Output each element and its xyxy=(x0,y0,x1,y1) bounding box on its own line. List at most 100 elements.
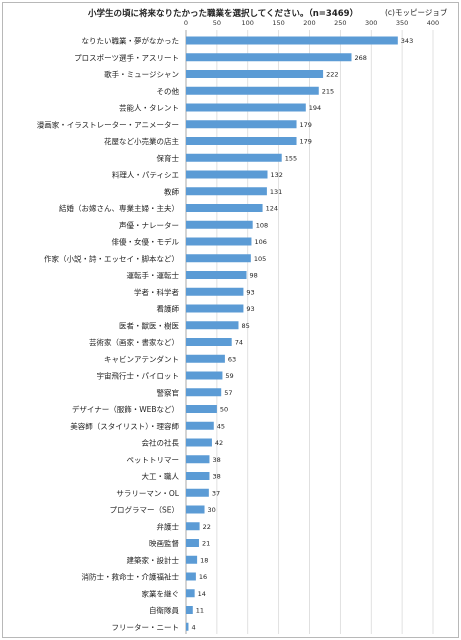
category-label: なりたい職業・夢がなかった xyxy=(82,36,180,46)
bar xyxy=(186,388,222,397)
bar xyxy=(186,153,282,162)
category-label: フリーター・ニート xyxy=(112,623,180,632)
bar xyxy=(186,438,212,447)
category-label: ペットトリマー xyxy=(127,455,180,464)
bar xyxy=(186,622,189,631)
category-label: 建築家・設計士 xyxy=(127,555,180,565)
bar xyxy=(186,187,267,196)
bar-value-label: 42 xyxy=(215,439,223,447)
bar xyxy=(186,304,244,313)
bar xyxy=(186,120,297,129)
bar xyxy=(186,137,297,145)
bar xyxy=(186,338,232,346)
bar-value-label: 194 xyxy=(309,104,321,112)
category-label: 学者・科学者 xyxy=(134,287,179,297)
bar xyxy=(186,472,210,480)
category-label: 俳優・女優・モデル xyxy=(112,237,180,247)
category-label: 運転手・運転士 xyxy=(127,270,180,280)
bar-value-label: 37 xyxy=(212,489,220,497)
bar-value-label: 63 xyxy=(228,355,236,363)
x-tick-label: 350 xyxy=(396,19,408,27)
bar-value-label: 124 xyxy=(266,205,278,213)
bar-value-label: 57 xyxy=(224,389,232,397)
bar xyxy=(186,220,253,229)
chart-title: 小学生の頃に将来なりたかった職業を選択してください。（n=3469） xyxy=(88,9,359,19)
bar-value-label: 98 xyxy=(250,272,258,280)
category-label: 教師 xyxy=(164,186,179,196)
category-label: 芸術家（画家・書家など） xyxy=(89,337,179,347)
bar-value-label: 45 xyxy=(217,422,225,430)
bar xyxy=(186,254,251,263)
bar xyxy=(186,103,306,112)
bar-value-label: 343 xyxy=(401,37,413,45)
bar xyxy=(186,572,196,581)
bar xyxy=(186,555,198,564)
bar xyxy=(186,354,225,363)
bar-value-label: 38 xyxy=(212,456,220,464)
bar xyxy=(186,86,319,95)
bar-value-label: 38 xyxy=(212,473,220,481)
bar-value-label: 155 xyxy=(285,154,297,162)
bar xyxy=(186,271,247,279)
category-label: 看護師 xyxy=(157,304,180,314)
copyright-credit: (c)モッピージョブ xyxy=(385,8,448,17)
category-label: 弁護士 xyxy=(157,521,180,531)
bar xyxy=(186,455,210,464)
bar-value-label: 215 xyxy=(322,87,334,95)
bar-value-label: 11 xyxy=(196,607,204,615)
x-tick-label: 100 xyxy=(242,19,254,27)
bar xyxy=(186,53,352,62)
bar-value-label: 16 xyxy=(199,573,207,581)
category-label: 宇宙飛行士・パイロット xyxy=(97,371,180,381)
bar xyxy=(186,522,200,531)
bar-value-label: 108 xyxy=(256,221,268,229)
bar xyxy=(186,488,209,497)
bar-value-label: 105 xyxy=(254,255,266,263)
bar xyxy=(186,70,324,78)
x-tick-label: 150 xyxy=(272,19,284,27)
bar xyxy=(186,237,252,246)
bar xyxy=(186,606,193,614)
bar-value-label: 4 xyxy=(191,623,195,631)
bar-value-label: 85 xyxy=(241,322,249,330)
bar-value-label: 22 xyxy=(203,523,211,531)
bar-value-label: 21 xyxy=(202,540,210,548)
bar-value-label: 93 xyxy=(246,288,254,296)
bar-value-label: 106 xyxy=(254,238,266,246)
bar xyxy=(186,321,239,330)
category-label: 花屋など小売業の店主 xyxy=(104,136,179,146)
x-tick-label: 50 xyxy=(213,19,221,27)
category-label: 大工・職人 xyxy=(142,471,180,481)
x-tick-label: 200 xyxy=(303,19,315,27)
category-label: 映画監督 xyxy=(149,538,179,548)
bar xyxy=(186,204,263,212)
bar xyxy=(186,36,398,45)
bar xyxy=(186,539,199,547)
category-label: 会社の社長 xyxy=(142,438,180,448)
category-label: 自衛隊員 xyxy=(149,605,179,615)
category-label: キャビンアテンダント xyxy=(104,354,179,364)
category-label: 芸能人・タレント xyxy=(119,103,179,113)
category-label: 保育士 xyxy=(157,153,180,163)
bar-value-label: 132 xyxy=(271,171,283,179)
x-tick-label: 0 xyxy=(184,19,188,27)
category-label: サラリーマン・OL xyxy=(116,489,179,498)
x-tick-label: 250 xyxy=(334,19,346,27)
bar-value-label: 50 xyxy=(220,406,228,414)
category-label: 歌手・ミュージシャン xyxy=(104,69,179,79)
category-label: 医者・獣医・樹医 xyxy=(119,320,179,330)
bar-value-label: 30 xyxy=(208,506,216,514)
x-tick-label: 300 xyxy=(365,19,377,27)
category-label: その他 xyxy=(157,86,180,96)
category-label: 家業を継ぐ xyxy=(142,588,180,598)
category-label: 作家（小説・詩・エッセイ・脚本など） xyxy=(44,253,179,263)
bar-value-label: 93 xyxy=(246,305,254,313)
bar xyxy=(186,287,244,296)
bar xyxy=(186,589,195,598)
bar-value-label: 179 xyxy=(300,121,312,129)
category-label: 漫画家・イラストレーター・アニメーター xyxy=(37,119,179,129)
bar-value-label: 179 xyxy=(300,138,312,146)
bar-value-label: 131 xyxy=(270,188,282,196)
bar-value-label: 18 xyxy=(200,556,208,564)
